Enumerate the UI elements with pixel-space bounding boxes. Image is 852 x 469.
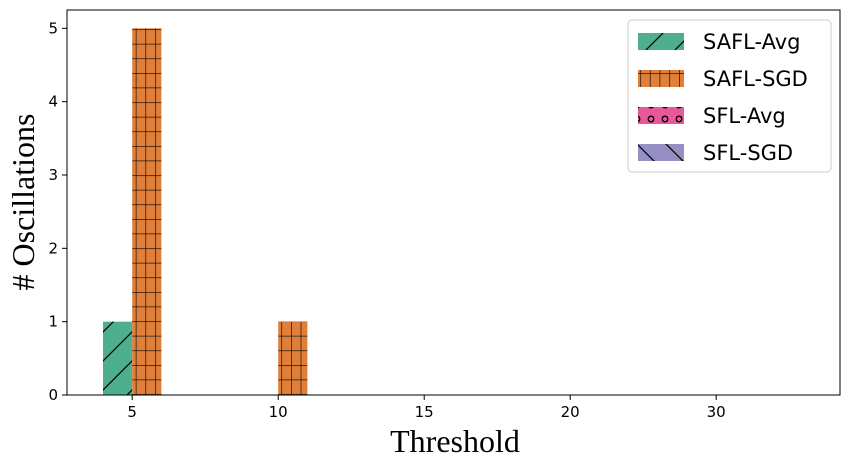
legend: SAFL-Avg SAFL-SGD SFL-Avg SFL-SGD <box>627 19 832 173</box>
x-tick-label: 15 <box>415 403 434 421</box>
legend-label-safl-avg: SAFL-Avg <box>703 30 801 54</box>
plot-frame <box>66 9 841 396</box>
legend-label-safl-sgd: SAFL-SGD <box>703 67 808 91</box>
bar-safl-sgd-10-hatch <box>278 321 308 395</box>
bar-safl-avg-5-hatch <box>103 321 133 395</box>
y-tick-label: 5 <box>48 19 58 37</box>
y-axis-title: # Oscillations <box>5 114 41 291</box>
legend-swatch-hatch-safl-avg <box>638 33 684 50</box>
y-tick-label: 3 <box>48 166 58 184</box>
bar-safl-sgd-5-hatch <box>132 28 162 395</box>
x-axis-title: Threshold <box>390 423 520 459</box>
legend-swatch-hatch-sfl-avg <box>638 107 684 124</box>
y-tick-label: 1 <box>48 313 58 331</box>
legend-swatch-hatch-safl-sgd <box>638 70 684 87</box>
y-tick-label: 4 <box>48 93 58 111</box>
legend-label-sfl-sgd: SFL-SGD <box>703 141 793 165</box>
x-tick-label: 10 <box>269 403 288 421</box>
x-tick-label: 20 <box>561 403 580 421</box>
x-axis: 5 10 15 20 30 <box>127 395 726 421</box>
x-tick-label: 5 <box>127 403 137 421</box>
y-tick-label: 0 <box>48 386 58 404</box>
bars-layer <box>103 28 308 395</box>
legend-box <box>627 19 832 173</box>
y-tick-label: 2 <box>48 239 58 257</box>
legend-label-sfl-avg: SFL-Avg <box>703 104 786 128</box>
x-tick-label: 30 <box>707 403 726 421</box>
y-axis: 0 1 2 3 4 5 <box>48 19 67 404</box>
legend-swatch-hatch-sfl-sgd <box>638 144 684 161</box>
